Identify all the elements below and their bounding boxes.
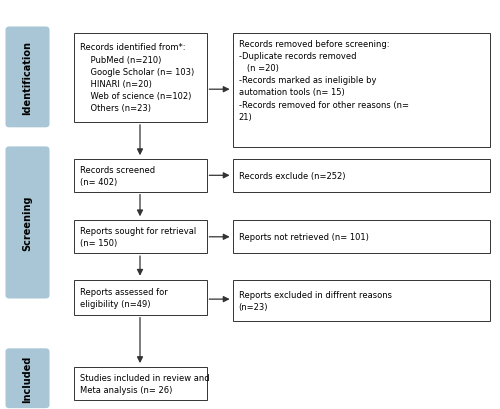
- FancyBboxPatch shape: [232, 34, 490, 147]
- FancyBboxPatch shape: [6, 27, 50, 128]
- Text: Records screened
(n= 402): Records screened (n= 402): [80, 165, 155, 187]
- Text: Records removed before screening:
-Duplicate records removed
   (n =20)
-Records: Records removed before screening: -Dupli…: [238, 40, 408, 121]
- FancyBboxPatch shape: [232, 280, 490, 321]
- Text: Reports not retrieved (n= 101): Reports not retrieved (n= 101): [238, 233, 368, 242]
- FancyBboxPatch shape: [232, 160, 490, 192]
- Text: Screening: Screening: [22, 195, 32, 251]
- FancyBboxPatch shape: [232, 221, 490, 254]
- FancyBboxPatch shape: [74, 34, 206, 123]
- FancyBboxPatch shape: [6, 348, 50, 408]
- FancyBboxPatch shape: [74, 367, 206, 400]
- Text: Reports assessed for
eligibility (n=49): Reports assessed for eligibility (n=49): [80, 287, 168, 308]
- Text: Identification: Identification: [22, 41, 32, 115]
- Text: Records exclude (n=252): Records exclude (n=252): [238, 171, 345, 180]
- Text: Studies included in review and
Meta analysis (n= 26): Studies included in review and Meta anal…: [80, 373, 210, 394]
- Text: Reports excluded in diffrent reasons
(n=23): Reports excluded in diffrent reasons (n=…: [238, 290, 392, 311]
- Text: Included: Included: [22, 355, 32, 402]
- FancyBboxPatch shape: [6, 147, 50, 299]
- Text: Reports sought for retrieval
(n= 150): Reports sought for retrieval (n= 150): [80, 227, 196, 248]
- FancyBboxPatch shape: [74, 221, 206, 254]
- FancyBboxPatch shape: [74, 160, 206, 192]
- Text: Records identified from*:
    PubMed (n=210)
    Google Scholar (n= 103)
    HIN: Records identified from*: PubMed (n=210)…: [80, 43, 194, 113]
- FancyBboxPatch shape: [74, 280, 206, 315]
